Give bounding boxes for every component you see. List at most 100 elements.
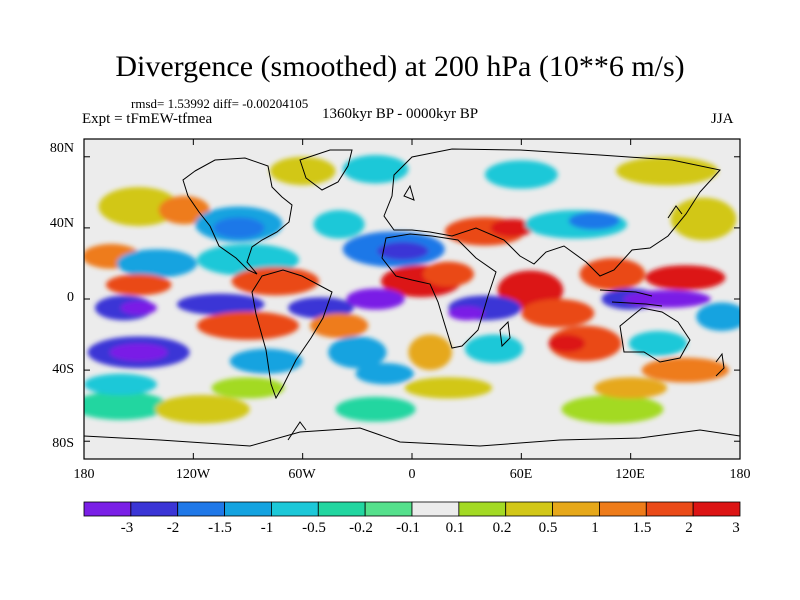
field-contour-blob [196, 311, 300, 340]
colorbar-label: -1 [260, 520, 274, 536]
colorbar-swatch [83, 501, 132, 517]
field-contour-blob [628, 331, 688, 356]
field-contour-blob [641, 357, 730, 383]
field-contour-blob [109, 343, 168, 362]
field-contour-blob [484, 160, 558, 189]
lat-tick-label: 0 [67, 290, 74, 305]
field-contour-blob [269, 156, 336, 186]
colorbar-swatch [645, 501, 694, 517]
colorbar-label: 3 [732, 520, 740, 536]
colorbar-swatch [599, 501, 647, 517]
field-contour-blob [120, 300, 157, 315]
colorbar-label: 0.5 [538, 520, 558, 536]
field-contour-blob [231, 267, 320, 296]
colorbar-swatch [458, 501, 507, 517]
field-contour-blob [158, 195, 210, 225]
coastline-africa [381, 233, 497, 349]
field-contour-blob [313, 210, 365, 239]
colorbar-swatch [177, 501, 225, 517]
lon-tick-label: 0 [408, 467, 416, 482]
field-contour-blob [548, 334, 586, 353]
coastline-south-america [251, 269, 333, 400]
coastline-eurasia [383, 148, 721, 277]
coastlines [84, 148, 740, 447]
field-contour-blob [645, 265, 726, 291]
colorbar-label: 0.1 [445, 520, 465, 536]
field-contour-blob [579, 258, 646, 291]
field-contour-blob [155, 395, 250, 424]
lat-tick-label: 40N [49, 216, 74, 231]
lon-tick-label: 180 [729, 467, 751, 482]
lon-tick-label: 120W [175, 467, 211, 482]
colorbar-label: -2 [166, 520, 180, 536]
field-contour-blob [355, 363, 414, 385]
colorbar-label: -0.2 [349, 520, 373, 536]
colorbar-swatch [552, 501, 600, 517]
field-contour-blob [377, 242, 429, 260]
colorbar-swatch [505, 501, 553, 517]
period-label: 1360kyr BP - 0000kyr BP [322, 106, 479, 122]
coastline-new-zealand [715, 352, 725, 377]
field-contour-blob [464, 334, 524, 363]
lat-tick-label: 80N [49, 141, 74, 156]
coastline-japan [667, 205, 683, 219]
colorbar-label: 1.5 [632, 520, 652, 536]
colorbar-label: 2 [685, 520, 693, 536]
field-contour-blob [105, 274, 172, 296]
field-contour-blob [623, 290, 711, 308]
field-contour-blob [346, 288, 405, 310]
field-contour-blob [288, 297, 354, 319]
field-contour-blob [213, 217, 265, 239]
colorbar-swatch [364, 501, 413, 517]
stats-label: rmsd= 1.53992 diff= -0.00204105 [131, 96, 309, 111]
coastline-greenland [299, 149, 353, 191]
field-contour-blob [176, 293, 265, 316]
colorbar-label: 1 [591, 520, 599, 536]
colorbar-label: -0.5 [302, 520, 326, 536]
lon-tick-label: 60E [509, 467, 533, 482]
axis-ticks [83, 139, 741, 459]
map-title: Divergence (smoothed) at 200 hPa (10**6 … [115, 50, 685, 83]
field-contour-blob [342, 155, 409, 184]
lat-tick-label: 40S [52, 362, 74, 377]
lon-tick-label: 60W [288, 467, 316, 482]
lat-tick-label: 80S [52, 436, 74, 451]
field-contour-blob [335, 396, 416, 422]
field-contour-blob [229, 348, 303, 374]
season-label: JJA [711, 111, 734, 127]
field-contour-blob [84, 391, 168, 420]
lon-tick-label: 120E [615, 467, 645, 482]
colorbar-swatch [317, 501, 366, 517]
field-contour-blob [309, 313, 369, 339]
coastline-indonesia [599, 289, 663, 307]
colorbar-swatch [224, 501, 272, 517]
field-contour-blob [594, 377, 668, 399]
field-contour-blob [521, 299, 595, 328]
field-contour-blob [98, 187, 179, 227]
field-contour-blob [616, 156, 719, 186]
colorbar-label: -3 [120, 520, 134, 536]
coastline-australia [619, 307, 691, 363]
field-contour-blob [404, 377, 493, 399]
field-contour-blob [696, 302, 740, 331]
field-contour-blob [422, 261, 474, 287]
colorbar-label: -0.1 [396, 520, 420, 536]
experiment-label: Expt = tFmEW-tfmea [82, 111, 213, 127]
coastline-madagascar [499, 320, 511, 348]
field-contour-blob [561, 395, 664, 424]
colorbar-label: -1.5 [208, 520, 232, 536]
coastline-uk [403, 184, 415, 201]
field-contour-blob [408, 334, 453, 371]
field-contour-blob [568, 211, 620, 230]
field-contour-blob [211, 377, 285, 399]
colorbar [83, 501, 741, 517]
colorbar-swatch [130, 501, 179, 517]
colorbar-label: 0.2 [492, 520, 512, 536]
field-contour-blob [490, 219, 535, 237]
coastline-antarctica [84, 427, 740, 447]
field-contour-blob [448, 306, 485, 321]
field-contour-blob [116, 249, 197, 278]
field-contour-blob [670, 197, 737, 241]
field-contour-blob [328, 336, 387, 369]
